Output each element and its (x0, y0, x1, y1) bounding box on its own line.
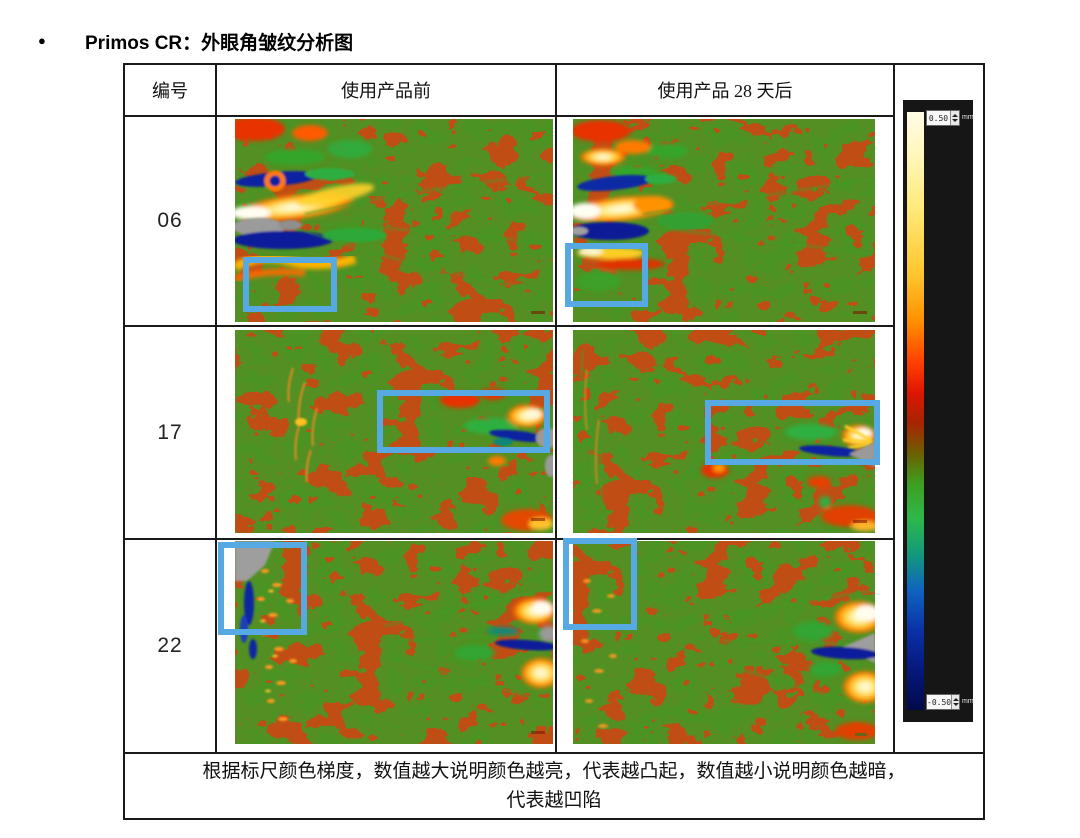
scale-min-value: -0.50 (927, 697, 952, 707)
table-caption: 根据标尺颜色梯度，数值越大说明颜色越亮，代表越凸起，数值越小说明颜色越暗， 代表… (125, 754, 983, 818)
table-gridline (555, 65, 557, 752)
header-after-column: 使用产品 28 天后 (657, 81, 793, 101)
spinner-up-icon (952, 698, 959, 701)
section-title-text: Primos CR：外眼角皱纹分析图 (85, 33, 354, 54)
header-before-column: 使用产品前 (341, 81, 431, 101)
table-gridline (125, 538, 893, 540)
heatmap-17-after (573, 330, 875, 533)
subject-id-06: 06 (157, 209, 183, 232)
scale-max-unit: mm (962, 114, 974, 121)
table-gridline (125, 115, 893, 117)
section-title: ● Primos CR：外眼角皱纹分析图 (0, 28, 1080, 58)
scale-min-unit: mm (962, 698, 974, 705)
annotation-box-22-after (563, 538, 637, 630)
subject-id-17: 17 (157, 420, 183, 444)
heatmap-06-after (573, 119, 875, 322)
scale-max-spinbox: 0.50 (926, 110, 960, 126)
spinner-icon (950, 111, 959, 125)
bullet-icon: ● (38, 33, 46, 48)
color-scale-panel: 0.50 mm -0.50 mm (903, 100, 974, 722)
annotation-box-17-after (705, 400, 880, 465)
table-gridline (125, 752, 983, 754)
header-id-column: 编号 (152, 81, 188, 101)
spinner-down-icon (952, 703, 959, 706)
scale-min-spinbox: -0.50 (926, 694, 960, 710)
annotation-box-06-before (243, 257, 337, 312)
subject-id-22: 22 (157, 634, 183, 657)
annotation-box-17-before (377, 390, 550, 453)
table-gridline (893, 65, 895, 752)
annotation-box-22-before (218, 542, 307, 635)
analysis-table: 编号 使用产品前 使用产品 28 天后 06 17 22 (123, 63, 985, 820)
table-gridline (215, 65, 217, 752)
annotation-box-06-after (565, 243, 648, 307)
color-scale-gradient (907, 112, 924, 710)
spinner-icon (951, 695, 959, 709)
heatmap-22-before (235, 541, 553, 744)
spinner-up-icon (952, 114, 958, 117)
heatmap-06-before (235, 119, 553, 322)
spinner-down-icon (952, 119, 958, 122)
table-gridline (125, 325, 893, 327)
heatmap-17-before (235, 330, 553, 533)
heatmap-22-after (573, 541, 875, 744)
caption-line-2: 代表越凹陷 (506, 790, 602, 811)
scale-max-value: 0.50 (928, 113, 949, 123)
caption-line-1: 根据标尺颜色梯度，数值越大说明颜色越亮，代表越凸起，数值越小说明颜色越暗， (202, 761, 906, 782)
